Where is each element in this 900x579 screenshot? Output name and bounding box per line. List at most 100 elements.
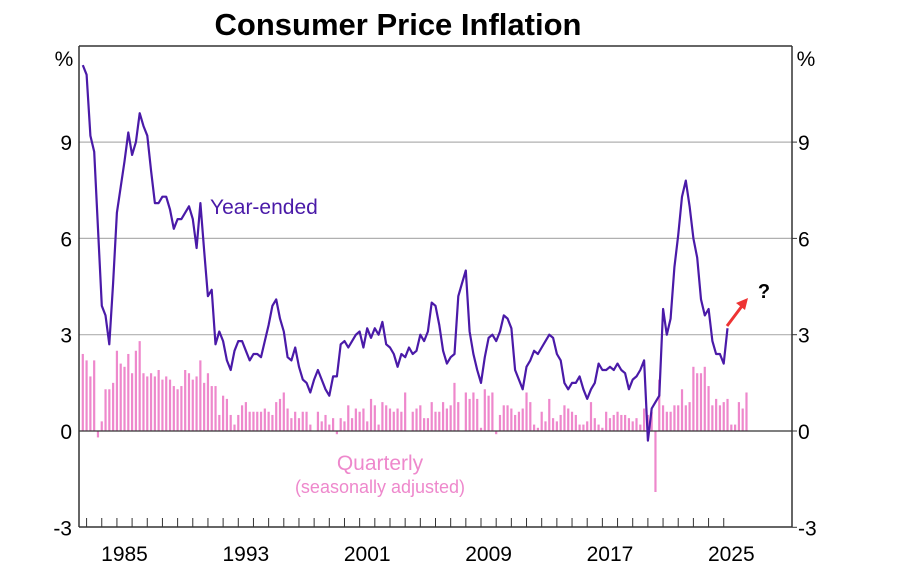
quarterly-bar — [142, 373, 145, 431]
quarterly-bar — [715, 398, 718, 431]
quarterly-bar — [138, 341, 141, 431]
forecast-arrow-head — [736, 298, 748, 310]
quarterly-bar — [400, 411, 403, 431]
x-axis-labels: 1985 1993 2001 2009 2017 2025 — [101, 543, 755, 566]
quarterly-bar — [441, 402, 445, 431]
quarterly-bar — [252, 411, 255, 431]
x-tick-label: 1985 — [101, 543, 148, 566]
quarterly-bar — [123, 366, 126, 431]
quarterly-bar — [153, 376, 156, 431]
quarterly-bar — [419, 405, 422, 431]
quarterly-bar — [533, 424, 536, 431]
quarterly-bar — [734, 424, 737, 431]
x-tick-label: 2009 — [465, 543, 512, 566]
quarterly-bar — [222, 395, 225, 431]
quarterly-bar — [210, 386, 213, 431]
quarterly-bar — [161, 379, 164, 431]
quarterly-bar — [722, 402, 725, 431]
quarterly-bar — [730, 424, 733, 431]
quarterly-bar — [627, 418, 631, 431]
quarterly-bar — [642, 408, 646, 431]
quarterly-bar — [240, 405, 244, 431]
quarterly-bar — [134, 350, 137, 431]
y-tick-label-right: 6 — [798, 228, 810, 251]
quarterly-bars — [81, 341, 748, 492]
y-tick-label-left: 6 — [60, 228, 72, 251]
quarterly-bar — [320, 421, 323, 431]
seasonally-adjusted-label: (seasonally adjusted) — [295, 477, 465, 497]
quarterly-bar — [191, 379, 194, 431]
quarterly-bar — [248, 411, 251, 431]
quarterly-bar — [373, 405, 376, 431]
quarterly-bar — [180, 386, 183, 431]
quarterly-bar — [259, 411, 263, 431]
quarterly-bar — [184, 370, 187, 431]
quarterly-bar — [127, 353, 130, 431]
quarterly-bar — [267, 411, 270, 431]
y-unit-right: % — [797, 48, 816, 71]
quarterly-bar — [233, 424, 236, 431]
quarterly-bar — [578, 424, 581, 431]
quarterly-bar — [536, 427, 539, 431]
quarterly-bar — [195, 376, 198, 431]
quarterly-label: Quarterly — [337, 452, 424, 475]
x-axis-ticks — [86, 518, 725, 527]
quarterly-bar — [339, 418, 342, 431]
quarterly-bar — [96, 431, 100, 438]
forecast-arrow-shaft — [725, 305, 744, 327]
quarterly-bar — [85, 360, 88, 431]
quarterly-bar — [665, 411, 668, 431]
quarterly-bar — [688, 402, 691, 431]
year-ended-line — [81, 64, 729, 442]
quarterly-bar — [741, 408, 744, 431]
quarterly-bar — [115, 350, 119, 431]
quarterly-bar — [214, 386, 217, 431]
y-tick-label-left: 9 — [60, 132, 72, 155]
quarterly-bar — [297, 418, 301, 431]
quarterly-bar — [388, 408, 392, 431]
quarterly-bar — [593, 418, 596, 431]
quarterly-bar — [487, 395, 490, 431]
quarterly-bar — [601, 427, 604, 431]
quarterly-bar — [464, 392, 467, 431]
quarterly-bar — [358, 411, 361, 431]
quarterly-bar — [673, 405, 676, 431]
quarterly-bar — [108, 389, 111, 431]
quarterly-bar — [544, 421, 547, 431]
quarterly-bar — [112, 382, 115, 431]
quarterly-bar — [726, 398, 729, 431]
quarterly-bar — [278, 398, 282, 431]
quarterly-bar — [100, 421, 103, 431]
quarterly-bar — [677, 405, 680, 431]
quarterly-bar — [434, 411, 437, 431]
year-ended-label: Year-ended — [210, 196, 318, 219]
quarterly-bar — [608, 418, 612, 431]
quarterly-bar — [335, 431, 338, 435]
quarterly-bar — [597, 424, 600, 431]
quarterly-bar — [176, 389, 179, 431]
quarterly-bar — [680, 389, 684, 431]
quarterly-bar — [328, 424, 331, 431]
quarterly-bar — [483, 389, 486, 431]
quarterly-bar — [347, 405, 350, 431]
quarterly-bar — [168, 379, 172, 431]
quarterly-bar — [468, 398, 471, 431]
quarterly-bar — [510, 408, 513, 431]
quarterly-bar — [696, 373, 699, 431]
quarterly-bar — [206, 373, 210, 431]
quarterly-bar — [404, 392, 407, 431]
quarterly-bar — [377, 424, 380, 431]
quarterly-bar — [256, 411, 259, 431]
chart-title: Consumer Price Inflation — [215, 7, 582, 42]
quarterly-bar — [616, 411, 619, 431]
quarterly-bar — [332, 418, 335, 431]
quarterly-bar — [639, 424, 642, 431]
quarterly-bar — [495, 431, 498, 435]
quarterly-bar — [286, 408, 289, 431]
quarterly-bar — [430, 402, 433, 431]
quarterly-bar — [172, 386, 175, 431]
quarterly-bar — [157, 370, 160, 431]
quarterly-bar — [479, 427, 483, 431]
y-axis-left-labels: -3 0 3 6 9 — [53, 132, 72, 540]
quarterly-bar — [737, 402, 741, 431]
